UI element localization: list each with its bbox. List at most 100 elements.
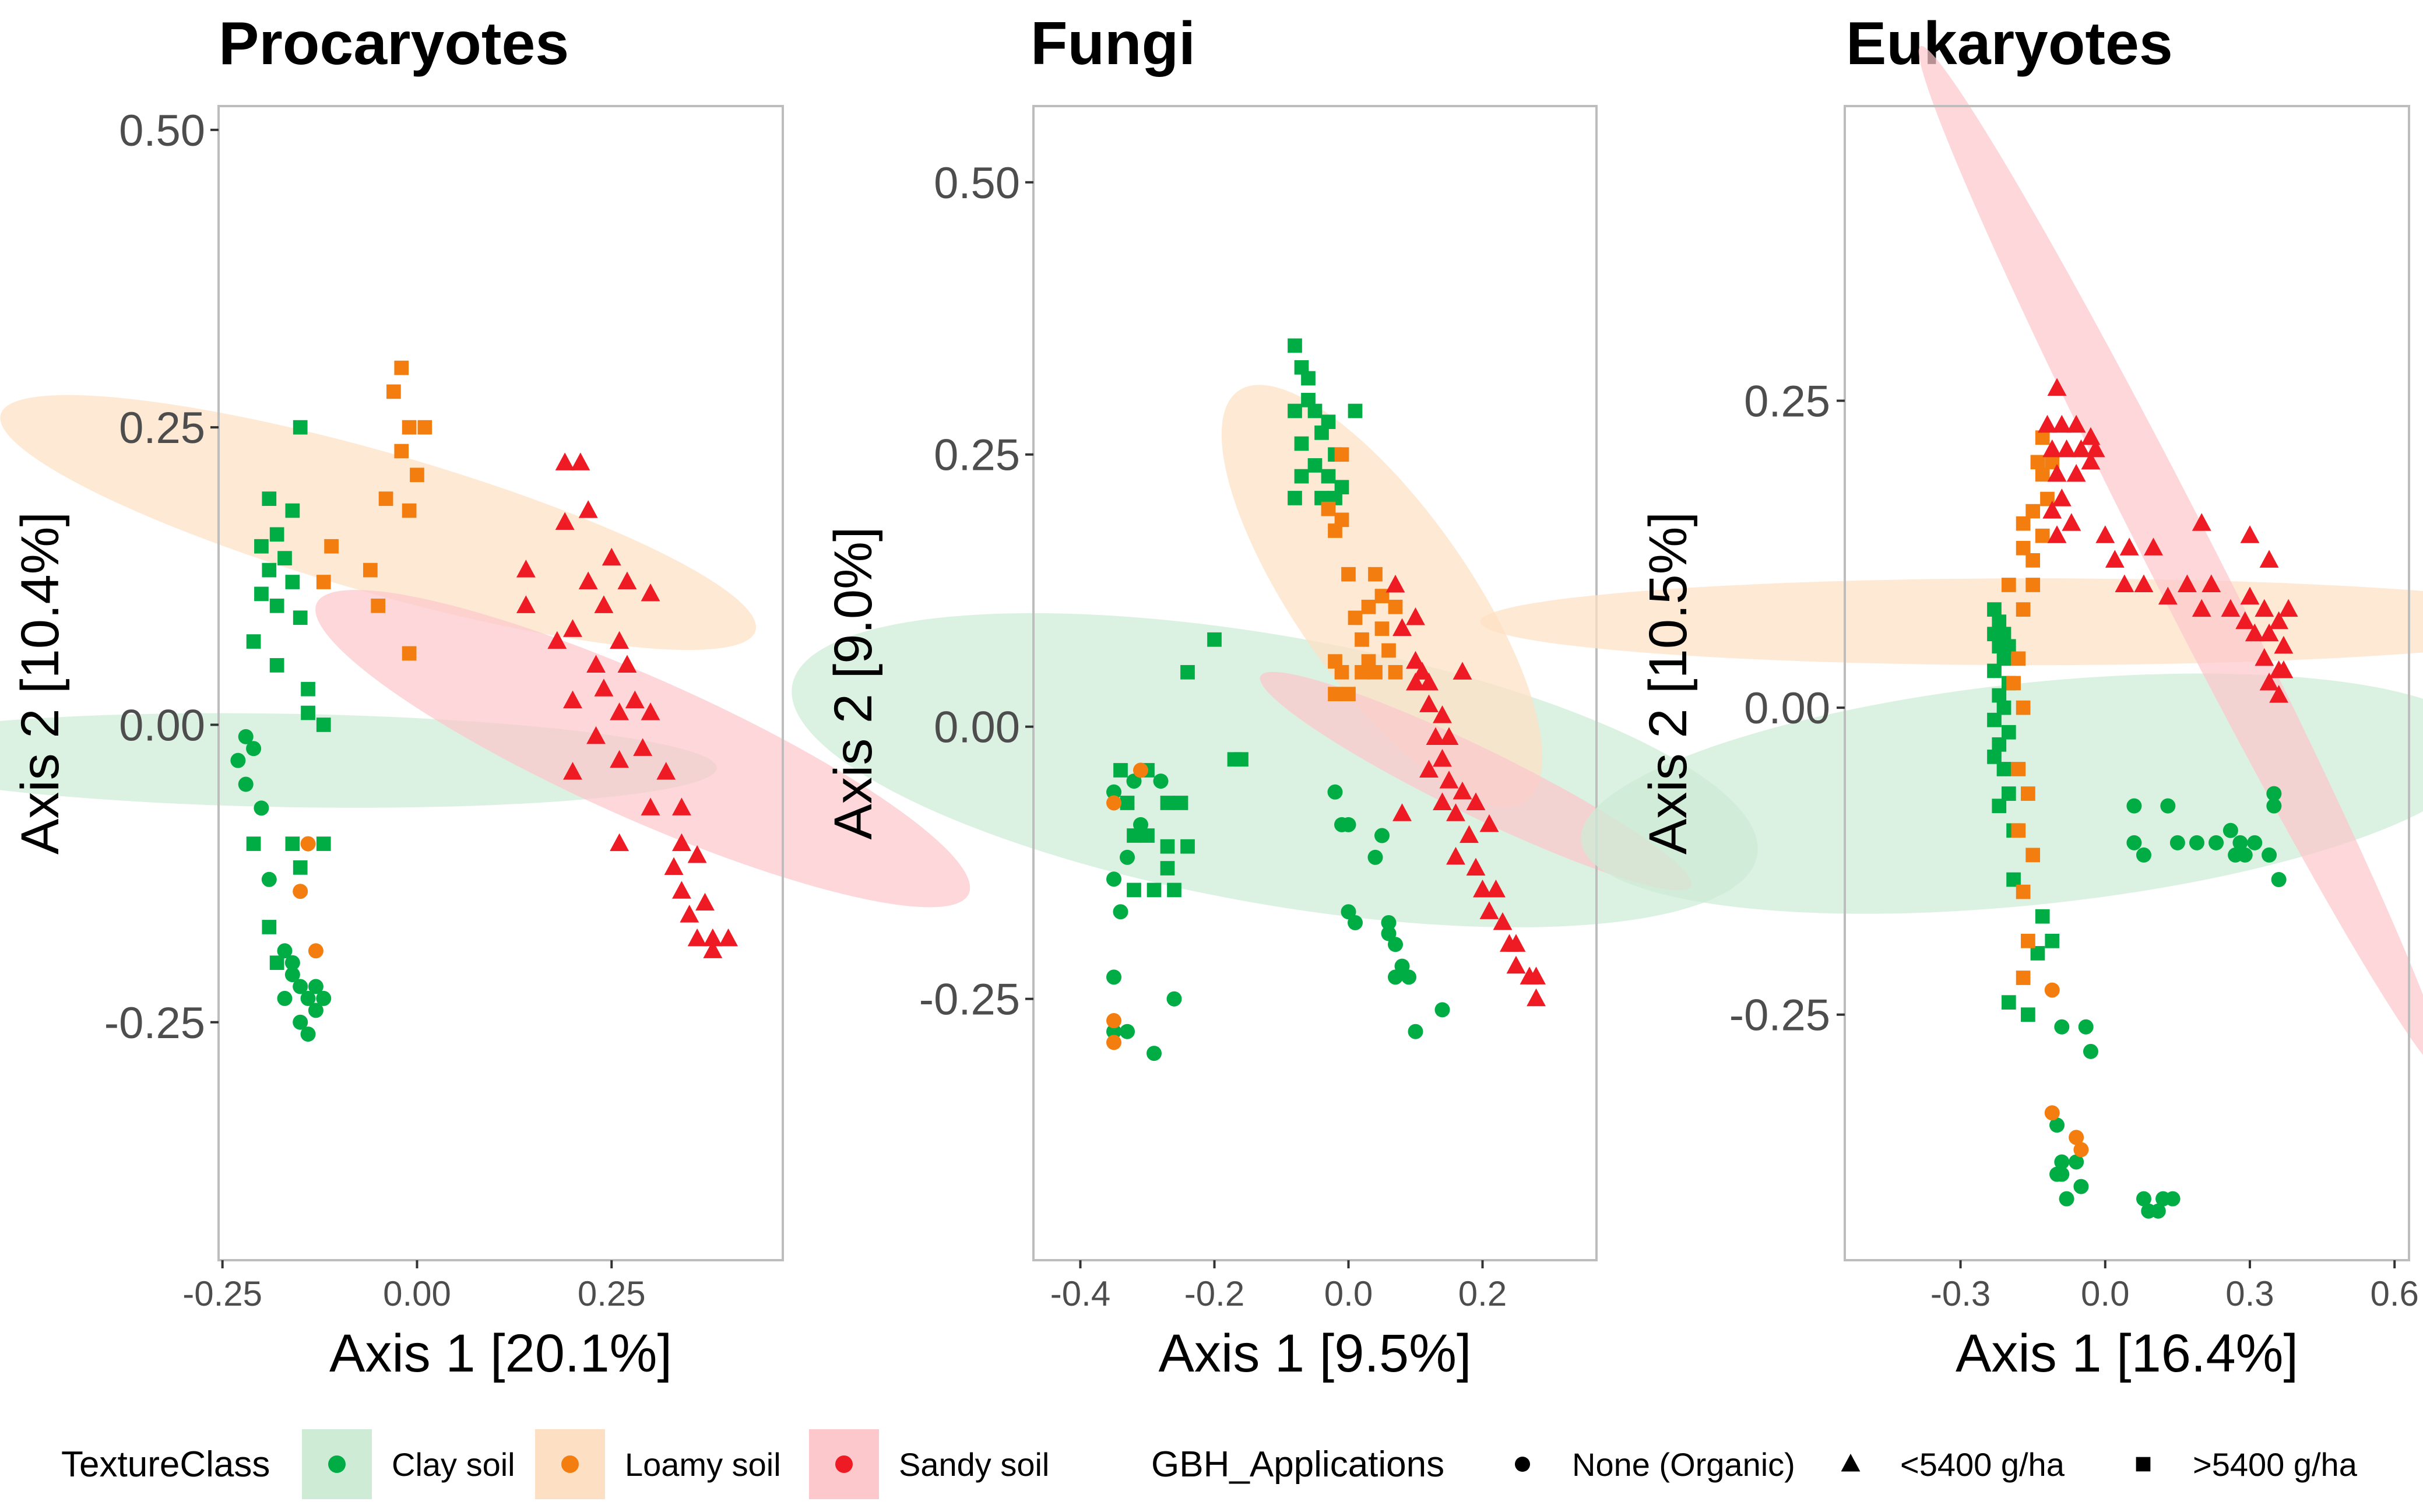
data-point — [2278, 599, 2298, 617]
plot-frame — [1844, 105, 2410, 1261]
data-point — [1473, 879, 1492, 898]
data-point — [2011, 823, 2026, 838]
data-point — [2045, 933, 2060, 948]
data-point — [1113, 904, 1128, 920]
data-point — [2069, 1130, 2084, 1145]
y-tick-label: 0.00 — [119, 701, 205, 750]
data-point — [1234, 752, 1249, 767]
data-point — [1527, 966, 1546, 984]
data-point — [1348, 610, 1363, 625]
data-point — [2001, 639, 2016, 654]
data-point — [1368, 567, 1383, 582]
data-point — [378, 491, 393, 506]
data-point — [671, 881, 691, 899]
data-point — [1996, 651, 2011, 666]
data-point — [2136, 847, 2151, 863]
data-point — [293, 979, 308, 994]
data-point — [2269, 611, 2289, 630]
data-point — [2011, 762, 2026, 776]
data-point — [1434, 1002, 1450, 1018]
data-point — [680, 905, 699, 923]
data-point — [2126, 798, 2142, 814]
x-tick-label: 0.0 — [1324, 1274, 1373, 1313]
data-point — [316, 718, 331, 732]
data-point — [1466, 857, 1486, 876]
data-point — [1381, 915, 1397, 930]
data-point — [1412, 662, 1432, 680]
data-point — [555, 512, 575, 530]
data-point — [301, 705, 315, 720]
data-point — [671, 797, 691, 815]
data-point — [2042, 439, 2062, 458]
data-point — [1385, 574, 1405, 593]
data-point — [1334, 664, 1349, 680]
panel-procaryotes: Procaryotes -0.25 0.00 0.25 -0.25 0.00 0.25 0.… — [0, 10, 970, 1383]
plot-frame — [1032, 105, 1598, 1261]
data-point — [563, 690, 582, 709]
data-point — [277, 990, 293, 1006]
ellipse-sandy-soil — [1918, 45, 2423, 1075]
data-point — [1120, 796, 1135, 810]
data-point — [1408, 1024, 1423, 1039]
x-tick-label: 0.3 — [2225, 1274, 2274, 1313]
data-point — [641, 797, 660, 815]
data-point — [1113, 763, 1128, 778]
data-point — [2021, 786, 2035, 801]
data-point — [1180, 664, 1195, 680]
data-point — [578, 571, 598, 590]
x-tick-label: 0.2 — [1458, 1274, 1507, 1313]
data-point — [262, 491, 277, 506]
data-point — [300, 836, 316, 852]
data-point — [1388, 969, 1403, 985]
legend-key-marker — [561, 1455, 579, 1473]
data-point — [1446, 803, 1465, 821]
data-point — [1996, 700, 2011, 715]
data-point — [1106, 1024, 1121, 1039]
data-point — [641, 583, 660, 602]
data-point — [2222, 822, 2238, 838]
y-tick-label: -0.25 — [1729, 991, 1830, 1040]
data-point — [633, 738, 653, 756]
data-point — [2192, 599, 2211, 617]
data-point — [1426, 727, 1446, 745]
data-point — [2042, 501, 2062, 519]
data-point — [1419, 759, 1439, 778]
x-tick-label: -0.3 — [1930, 1274, 1991, 1313]
data-point — [1307, 403, 1323, 419]
data-point — [269, 658, 284, 673]
data-point — [2081, 451, 2101, 470]
data-point — [2245, 623, 2264, 642]
data-point — [2006, 676, 2021, 691]
data-point — [269, 955, 284, 971]
data-point — [1439, 771, 1459, 789]
data-point — [1466, 792, 1486, 811]
data-point — [1106, 784, 1121, 800]
data-point — [2035, 528, 2050, 543]
y-tick-label: 0.00 — [1744, 684, 1830, 733]
data-point — [1294, 436, 1309, 451]
data-point — [1301, 371, 1316, 386]
data-point — [2044, 1105, 2060, 1121]
data-point — [1160, 861, 1175, 875]
data-point — [1374, 621, 1390, 636]
data-point — [671, 833, 691, 852]
data-point — [1367, 849, 1383, 865]
data-point — [2011, 651, 2026, 666]
y-tick-label: 0.00 — [934, 703, 1020, 753]
legend-label: None (Organic) — [1572, 1446, 1795, 1483]
x-tick-label: -0.25 — [182, 1274, 262, 1313]
data-point — [1433, 748, 1452, 767]
data-point — [284, 967, 300, 983]
data-point — [2221, 599, 2241, 617]
data-point — [246, 836, 261, 851]
data-point — [2049, 1166, 2065, 1182]
data-point — [1486, 879, 1506, 898]
data-point — [664, 857, 684, 875]
data-point — [238, 776, 254, 792]
data-point — [1506, 955, 1526, 974]
data-point — [1355, 632, 1369, 647]
data-point — [1180, 839, 1195, 854]
data-point — [2025, 848, 2041, 863]
data-point — [2066, 463, 2086, 482]
